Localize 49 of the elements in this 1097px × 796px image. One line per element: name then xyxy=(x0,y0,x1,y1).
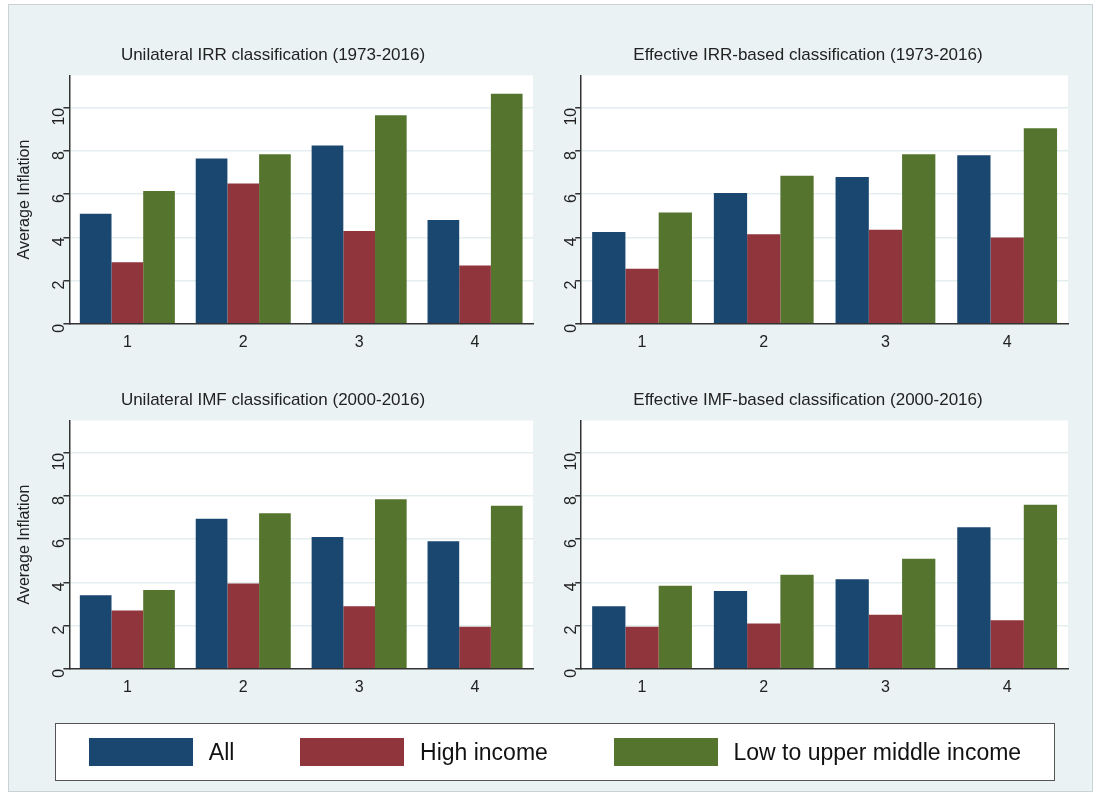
y-tick-label: 8 xyxy=(49,495,67,505)
x-tick-label: 4 xyxy=(1002,677,1012,695)
x-tick-label: 2 xyxy=(759,677,769,695)
y-tick-label: 0 xyxy=(561,323,579,333)
y-tick-label: 4 xyxy=(561,582,579,592)
y-tick-label: 2 xyxy=(49,625,67,635)
y-tick-label: 6 xyxy=(49,194,67,204)
y-axis-title: Average Inflation xyxy=(15,484,33,605)
y-tick-label: 8 xyxy=(49,150,67,160)
legend-label: High income xyxy=(420,738,548,766)
chart-title: Effective IRR-based classification (1973-2016) xyxy=(633,44,983,64)
x-tick-label: 1 xyxy=(122,677,132,695)
y-tick-label: 6 xyxy=(561,539,579,549)
x-tick-label: 2 xyxy=(238,677,248,695)
y-tick-label: 10 xyxy=(561,107,579,126)
y-tick-label: 0 xyxy=(49,668,67,678)
chart-title: Effective IMF-based classification (2000-2016) xyxy=(633,389,983,409)
legend-label: All xyxy=(208,738,235,766)
x-tick-label: 1 xyxy=(637,677,647,695)
x-tick-label: 1 xyxy=(122,332,132,350)
y-tick-label: 10 xyxy=(561,452,579,471)
y-tick-label: 0 xyxy=(561,668,579,678)
y-axis-title: Average Inflation xyxy=(15,139,33,260)
y-tick-label: 6 xyxy=(561,194,579,204)
x-tick-label: 4 xyxy=(1002,332,1012,350)
x-tick-label: 3 xyxy=(354,677,364,695)
chart-title: Unilateral IRR classification (1973-2016) xyxy=(120,44,426,64)
y-tick-label: 0 xyxy=(49,323,67,333)
chart-title: Unilateral IMF classification (2000-2016) xyxy=(120,389,426,409)
y-tick-label: 4 xyxy=(561,237,579,247)
y-tick-label: 4 xyxy=(49,582,67,592)
y-tick-label: 2 xyxy=(561,280,579,290)
y-tick-label: 8 xyxy=(561,150,579,160)
y-tick-label: 4 xyxy=(49,237,67,247)
x-tick-label: 4 xyxy=(470,332,480,350)
x-tick-label: 1 xyxy=(637,332,647,350)
y-tick-label: 10 xyxy=(49,107,67,126)
x-tick-label: 2 xyxy=(238,332,248,350)
x-tick-label: 3 xyxy=(354,332,364,350)
x-tick-label: 2 xyxy=(759,332,769,350)
legend-label: Low to upper middle income xyxy=(733,738,1022,766)
y-tick-label: 2 xyxy=(49,280,67,290)
y-tick-label: 6 xyxy=(49,539,67,549)
y-tick-label: 2 xyxy=(561,625,579,635)
x-tick-label: 3 xyxy=(881,332,890,350)
y-tick-label: 10 xyxy=(49,452,67,471)
x-tick-label: 4 xyxy=(470,677,480,695)
x-tick-label: 3 xyxy=(881,677,890,695)
y-tick-label: 8 xyxy=(561,495,579,505)
